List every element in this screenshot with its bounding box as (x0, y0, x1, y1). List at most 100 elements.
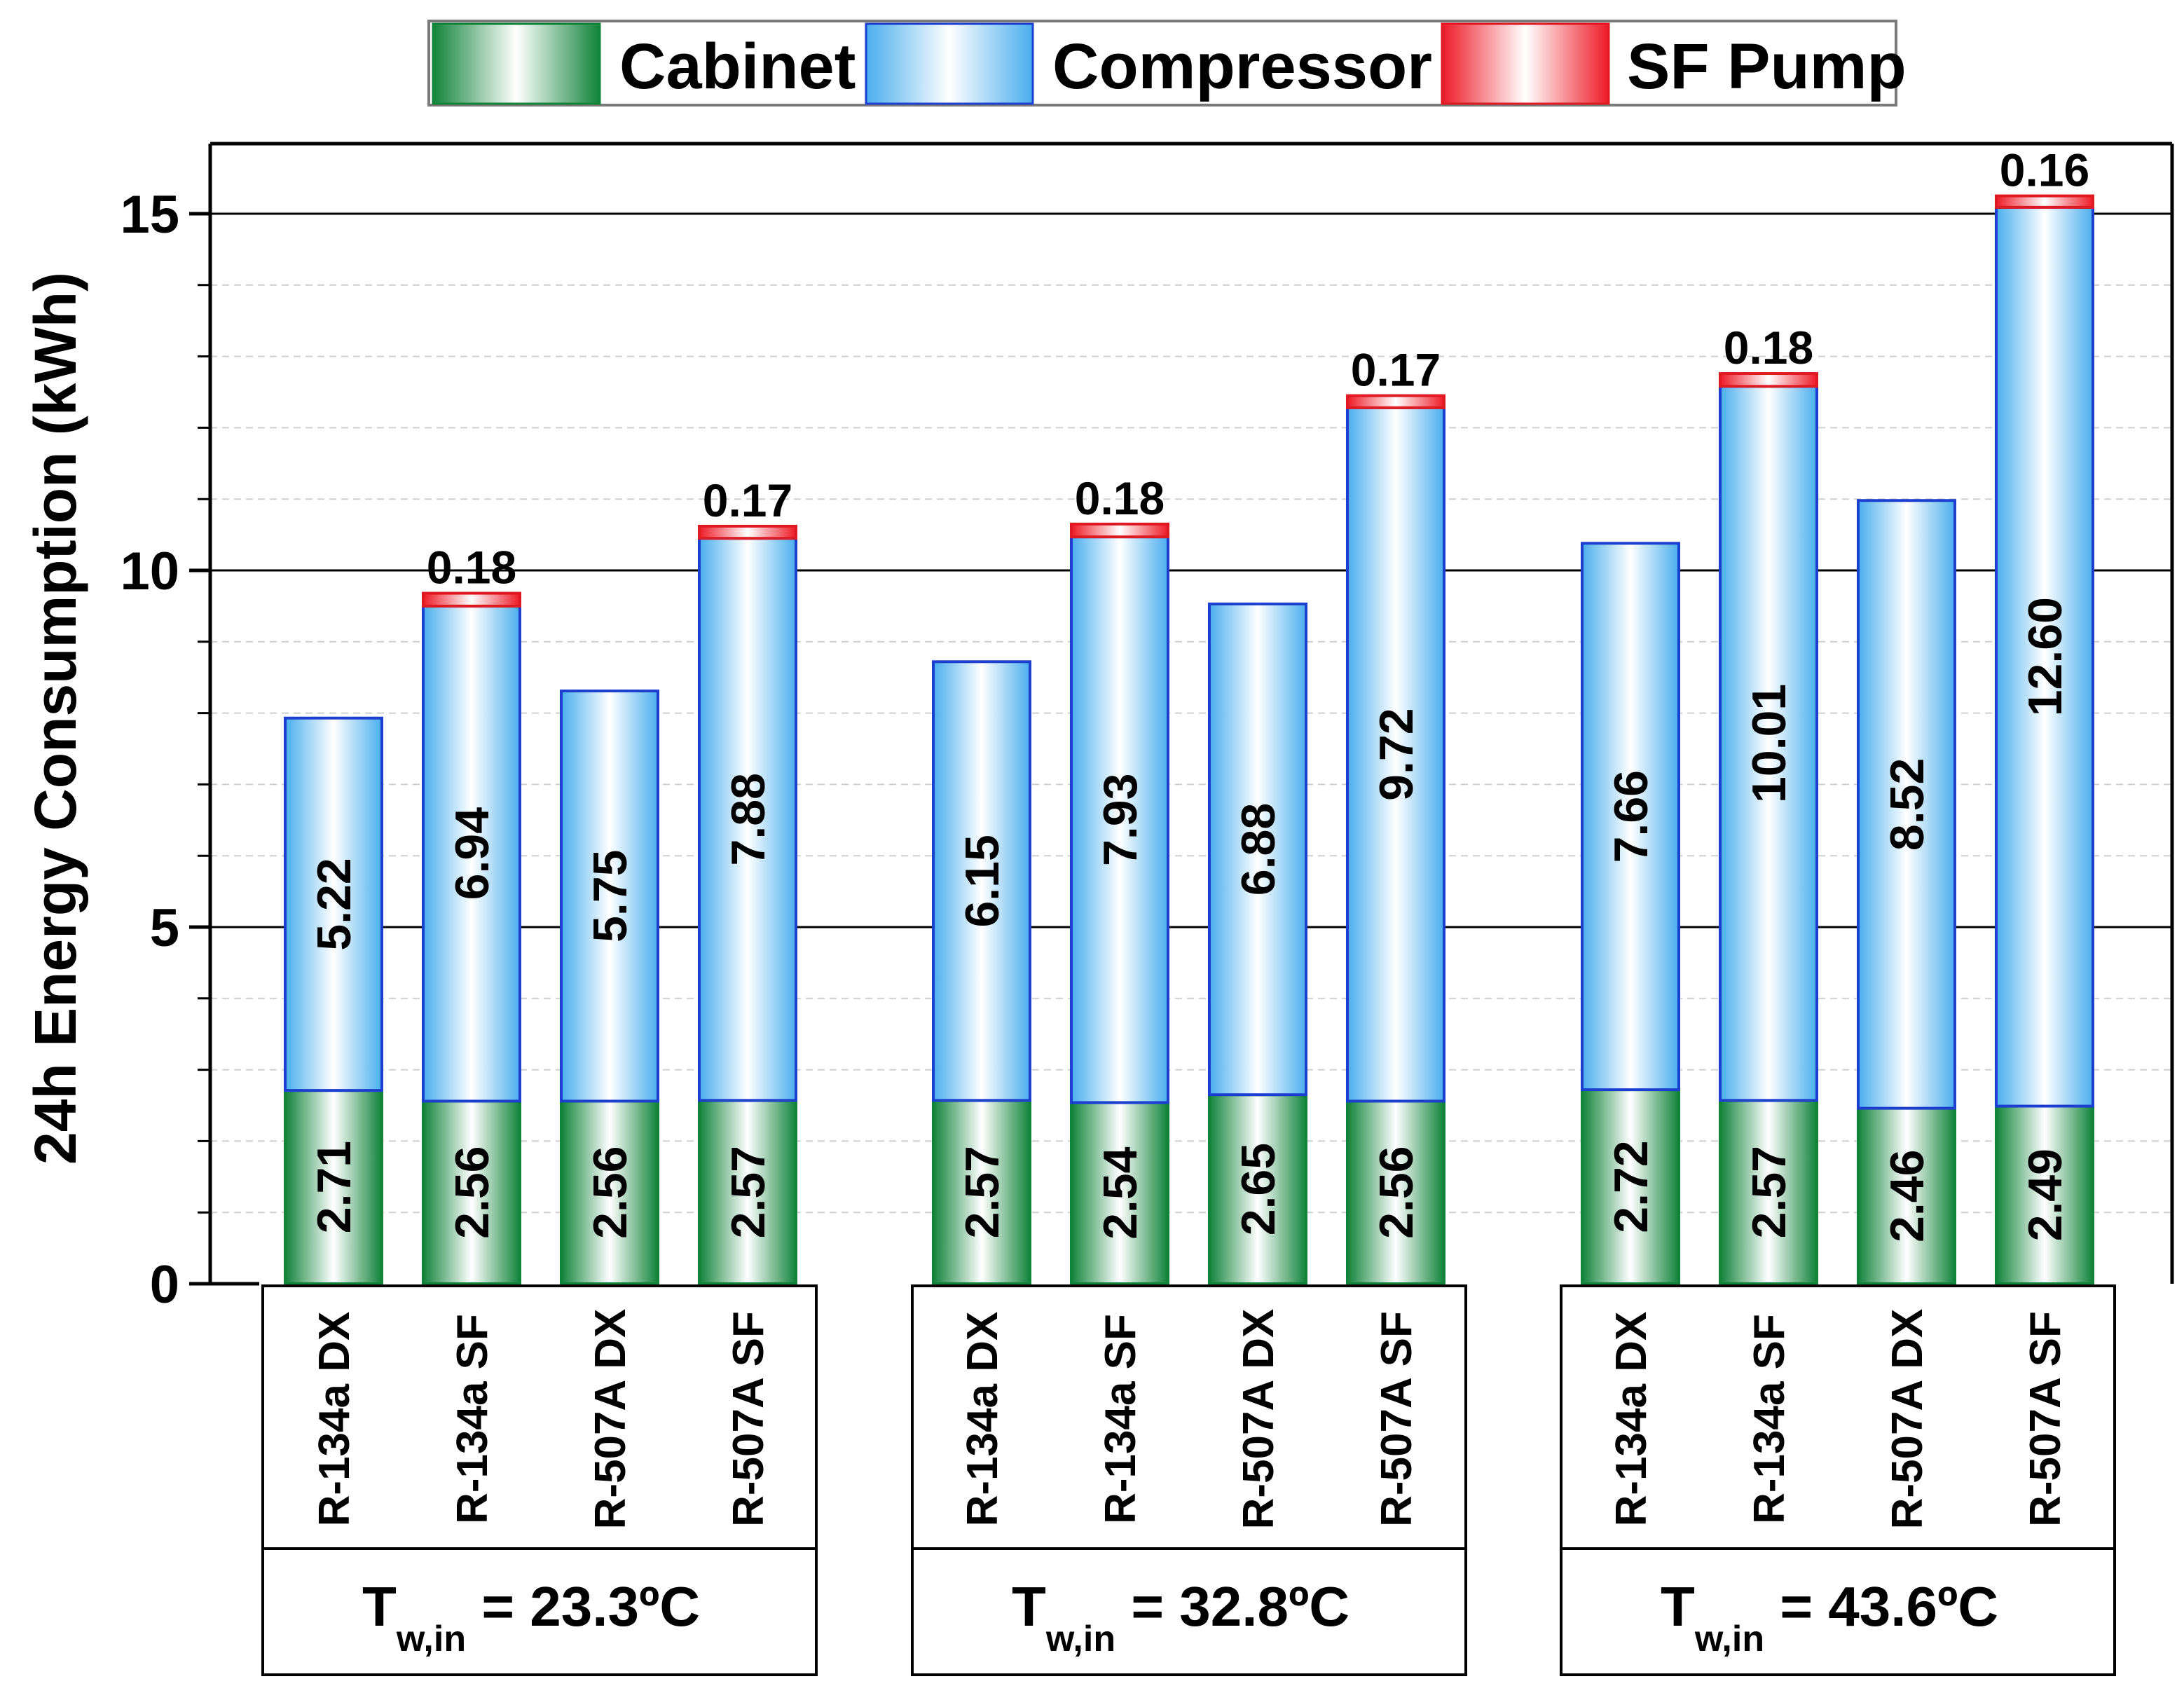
group-label-prefix: T (1012, 1575, 1046, 1638)
y-tick-label: 0 (150, 1255, 179, 1315)
x-category-label: R-507A DX (1235, 1309, 1283, 1530)
group-label-subscript: w,in (1694, 1619, 1764, 1659)
data-label-cabinet: 2.65 (1232, 1143, 1285, 1235)
bar-segment-cabinet (1857, 1106, 1956, 1286)
data-label-cabinet: 2.56 (1370, 1146, 1423, 1239)
data-label-cabinet: 2.49 (2019, 1149, 2072, 1241)
bar-segment-compressor (422, 604, 521, 1103)
category-box (261, 1284, 818, 1676)
data-label-cabinet: 2.56 (584, 1146, 637, 1239)
bar-segment-cabinet (560, 1099, 659, 1285)
x-category-label: R-507A SF (1373, 1311, 1421, 1527)
bar-segment-compressor (560, 690, 659, 1103)
data-label-compressor: 7.88 (722, 773, 775, 865)
data-label-compressor: 7.93 (1094, 774, 1147, 866)
data-label-compressor: 6.15 (956, 835, 1009, 927)
bar-segment-sf-pump (698, 524, 797, 540)
data-label-sf-pump: 0.18 (427, 542, 516, 594)
x-category-label: R-134a SF (448, 1314, 497, 1524)
bar-segment-cabinet (1070, 1101, 1169, 1285)
bar-segment-cabinet (1346, 1099, 1445, 1285)
group-label-unit: ºC (1289, 1575, 1349, 1638)
x-category-label: R-134a SF (1745, 1314, 1794, 1524)
x-category-label: R-134a SF (1097, 1314, 1145, 1524)
x-category-label: R-507A DX (586, 1309, 635, 1530)
group-label: Tw,in = 43.6ºC (1661, 1575, 1998, 1659)
data-label-compressor: 5.22 (308, 858, 361, 950)
bar-segment-cabinet (1581, 1088, 1680, 1285)
y-tick-label: 10 (120, 542, 179, 601)
x-category-label: R-134a DX (1607, 1312, 1656, 1527)
group-label-value: = 32.8 (1115, 1575, 1289, 1638)
y-tick-label: 15 (120, 185, 179, 245)
data-label-cabinet: 2.56 (446, 1146, 499, 1239)
bar-segment-cabinet (1208, 1093, 1307, 1285)
bar-segment-compressor (932, 660, 1031, 1102)
x-category-label: R-507A SF (2021, 1311, 2070, 1527)
data-label-compressor: 6.88 (1232, 803, 1285, 896)
data-label-sf-pump: 0.17 (1351, 344, 1441, 396)
data-label-cabinet: 2.57 (1743, 1146, 1796, 1238)
data-label-cabinet: 2.72 (1605, 1140, 1658, 1233)
x-category-label: R-134a DX (310, 1312, 359, 1527)
bar-segment-sf-pump (1346, 394, 1445, 409)
data-label-compressor: 6.94 (446, 807, 499, 900)
y-tick-label: 5 (150, 898, 179, 958)
category-box (911, 1284, 1467, 1676)
group-label-unit: ºC (639, 1575, 700, 1638)
bar-segment-sf-pump (1719, 372, 1818, 388)
data-label-compressor: 9.72 (1370, 708, 1423, 800)
data-label-sf-pump: 0.18 (1724, 322, 1813, 373)
bar-segment-sf-pump (1070, 522, 1169, 539)
data-label-compressor: 5.75 (584, 850, 637, 942)
axes: 0 5 10 15 (120, 142, 2174, 1315)
legend-label-sf-pump: SF Pump (1627, 31, 1907, 102)
data-label-sf-pump: 0.18 (1075, 472, 1165, 524)
data-label-cabinet: 2.46 (1881, 1150, 1934, 1242)
legend-label-compressor: Compressor (1052, 31, 1432, 102)
x-category-label: R-507A DX (1883, 1309, 1932, 1530)
data-label-cabinet: 2.57 (722, 1146, 775, 1238)
bar-segment-compressor (1857, 499, 1956, 1110)
legend-swatch-compressor (865, 22, 1034, 105)
data-label-compressor: 8.52 (1881, 758, 1934, 851)
category-box (1560, 1284, 2116, 1676)
bar-segment-cabinet (1995, 1104, 2094, 1285)
data-label-sf-pump: 0.16 (2000, 144, 2089, 196)
group-label: Tw,in = 23.3ºC (362, 1575, 700, 1659)
data-label-compressor: 7.66 (1605, 770, 1658, 863)
bar-segment-sf-pump (422, 591, 521, 608)
group-label-unit: ºC (1937, 1575, 1998, 1638)
data-label-sf-pump: 0.17 (703, 474, 792, 526)
legend-label-cabinet: Cabinet (619, 31, 856, 102)
data-label-cabinet: 2.71 (308, 1141, 361, 1233)
bar-segment-compressor (1719, 385, 1818, 1102)
bar-segment-compressor (1208, 602, 1307, 1097)
group-label-prefix: T (362, 1575, 397, 1638)
data-label-compressor: 12.60 (2019, 597, 2072, 716)
bar-segment-compressor (1346, 406, 1445, 1103)
data-label-cabinet: 2.57 (956, 1146, 1009, 1238)
group-label-subscript: w,in (1045, 1619, 1115, 1659)
x-category-label: R-134a DX (959, 1312, 1007, 1527)
grid (210, 212, 2172, 1214)
bars: 2.71 5.22 2.56 6.94 0.18 2.56 5.75 2.57 7.88 0.17… (284, 144, 2094, 1286)
y-axis-title: 24h Energy Consumption (kWh) (22, 272, 88, 1165)
bar-segment-cabinet (698, 1099, 797, 1286)
group-label-subscript: w,in (396, 1619, 466, 1659)
group-label-value: = 23.3 (466, 1575, 639, 1638)
bar-segment-compressor (1995, 205, 2094, 1108)
bar-segment-sf-pump (1995, 194, 2094, 209)
x-category-label: R-507A SF (724, 1311, 773, 1527)
data-label-compressor: 10.01 (1743, 684, 1796, 803)
bar-segment-compressor (284, 716, 383, 1092)
group-label: Tw,in = 32.8ºC (1012, 1575, 1349, 1659)
group-label-value: = 43.6 (1764, 1575, 1937, 1638)
legend-swatch-sf-pump (1441, 22, 1610, 105)
bar-segment-compressor (1070, 535, 1169, 1104)
legend-box (427, 20, 1897, 107)
category-boxes: R-134a DX R-134a SF R-507A DX R-507A SF Tw,i… (261, 1284, 2116, 1676)
bar-segment-cabinet (932, 1099, 1031, 1286)
legend: Cabinet Compressor SF Pump (427, 20, 1907, 107)
